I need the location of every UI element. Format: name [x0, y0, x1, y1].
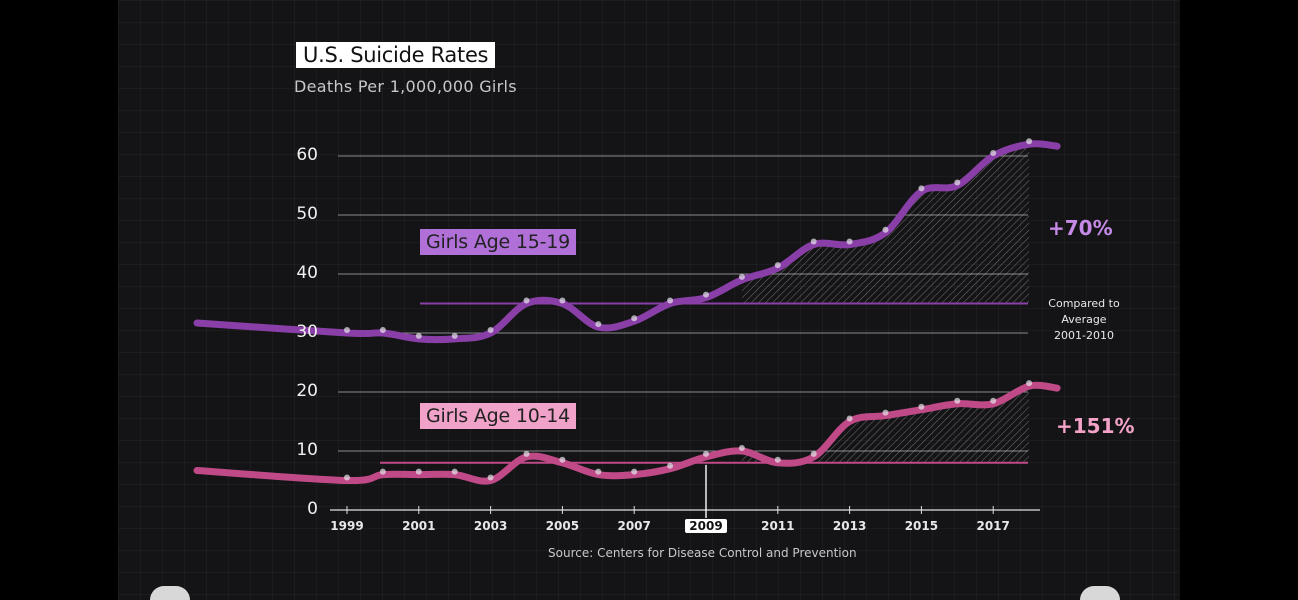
series-label-girls-15-19: Girls Age 15-19: [420, 229, 577, 255]
data-point: [882, 409, 889, 416]
data-point: [703, 450, 709, 457]
data-point: [846, 238, 853, 245]
data-point: [738, 273, 745, 280]
data-point: [774, 262, 781, 269]
data-point: [344, 474, 350, 481]
data-point: [667, 297, 674, 304]
x-tick-label: 2013: [832, 519, 867, 533]
x-tick-label: 2015: [904, 519, 939, 533]
data-point: [631, 468, 638, 475]
x-tick-label: 2009: [685, 519, 727, 533]
y-tick-label: 30: [296, 322, 318, 342]
data-point: [1026, 138, 1033, 145]
x-tick-label: 2001: [402, 519, 436, 533]
data-point: [379, 327, 386, 333]
couch-edge: [1080, 586, 1120, 600]
data-point: [774, 456, 781, 463]
x-tick-label: 1999: [330, 519, 364, 533]
series-line-10-14: [193, 381, 1061, 485]
data-point: [451, 468, 458, 475]
data-point: [595, 321, 602, 328]
comparison-note-line: Compared to: [1048, 297, 1120, 310]
data-point: [810, 450, 817, 457]
x-tick-label: 2005: [545, 519, 580, 533]
comparison-note-line: 2001-2010: [1054, 329, 1114, 342]
data-point: [415, 332, 422, 339]
series-label-girls-10-14: Girls Age 10-14: [420, 403, 577, 429]
couch-edge: [150, 586, 190, 600]
data-point: [990, 150, 997, 156]
series-line-15-19: [193, 140, 1061, 344]
change-10-14: +151%: [1056, 414, 1135, 438]
data-point: [595, 468, 602, 475]
data-point: [954, 397, 961, 404]
comparison-note: Compared to Average 2001-2010: [1040, 296, 1128, 344]
x-tick-label: 2017: [976, 519, 1010, 533]
data-point: [882, 226, 889, 233]
data-point: [631, 315, 638, 322]
data-point: [738, 445, 745, 451]
data-point: [1026, 380, 1033, 387]
hatched-area-15-19: [741, 144, 1030, 304]
y-tick-label: 0: [307, 499, 318, 519]
data-point: [954, 179, 961, 186]
comparison-note-line: Average: [1061, 313, 1107, 326]
x-tick-label: 2003: [473, 519, 508, 533]
source-note: Source: Centers for Disease Control and …: [548, 546, 857, 560]
data-point: [344, 327, 350, 333]
y-tick-label: 50: [296, 204, 318, 224]
data-point: [379, 468, 386, 475]
data-point: [415, 468, 422, 475]
data-point: [990, 397, 997, 404]
data-point: [451, 332, 458, 339]
data-point: [487, 474, 494, 481]
data-point: [523, 450, 530, 457]
data-point: [667, 462, 674, 469]
chart-subtitle: Deaths Per 1,000,000 Girls: [294, 77, 517, 96]
data-point: [918, 403, 925, 410]
data-point: [846, 415, 853, 422]
chart-title: U.S. Suicide Rates: [296, 42, 496, 68]
data-point: [810, 238, 817, 245]
data-point: [523, 297, 530, 304]
x-tick-label: 2011: [761, 519, 795, 533]
data-point: [559, 456, 566, 463]
data-point: [918, 185, 925, 192]
y-tick-label: 60: [296, 145, 318, 165]
change-15-19: +70%: [1048, 216, 1113, 240]
data-point: [487, 327, 494, 333]
y-tick-label: 40: [296, 263, 318, 283]
y-tick-label: 10: [296, 440, 318, 460]
x-tick-label: 2007: [617, 519, 651, 533]
data-point: [559, 297, 566, 304]
data-point: [703, 291, 709, 298]
y-tick-label: 20: [296, 381, 318, 401]
